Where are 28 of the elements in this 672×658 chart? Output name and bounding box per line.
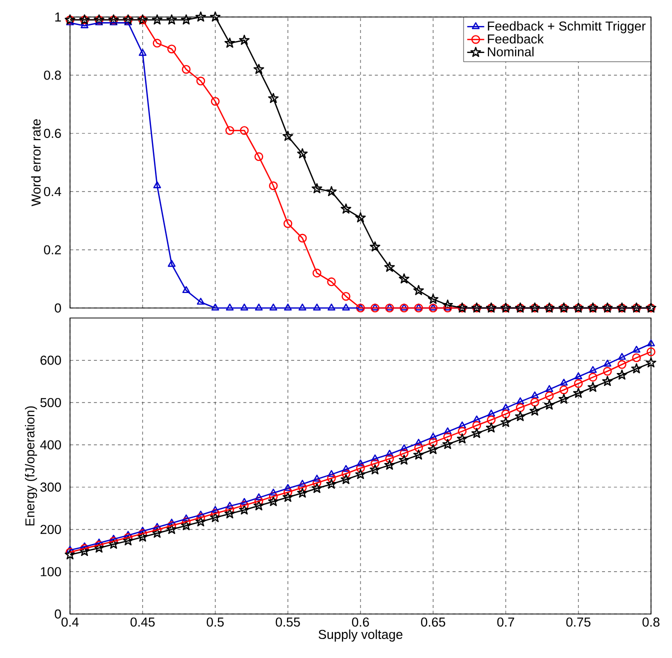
x-tick-label: 0.4 — [62, 618, 79, 627]
y-tick-label: 0 — [54, 609, 61, 619]
y-tick-label: 500 — [40, 398, 61, 408]
x-tick-label: 0.75 — [566, 618, 590, 627]
legend-label: Feedback + Schmitt Trigger — [488, 21, 646, 34]
x-tick-label: 0.8 — [642, 618, 660, 627]
y-tick-label: 0.2 — [44, 245, 61, 254]
x-tick-label: 0.45 — [130, 618, 155, 627]
y-tick-label: 600 — [40, 356, 61, 365]
y-tick-label: 300 — [40, 482, 61, 492]
x-tick-label: 0.55 — [276, 618, 300, 627]
y-tick-label: 0.6 — [44, 128, 61, 138]
x-tick-label: 0.65 — [421, 618, 446, 627]
y-tick-label: 0.8 — [44, 70, 61, 80]
y-axis-title: Energy (fJ/operation) — [24, 406, 38, 526]
legend-label: Nominal — [488, 46, 534, 56]
y-axis-title: Word error rate — [31, 119, 41, 206]
y-tick-label: 0 — [54, 303, 61, 313]
x-tick-label: 0.5 — [206, 618, 224, 627]
y-tick-label: 200 — [40, 524, 61, 534]
x-axis-title: Supply voltage — [318, 630, 402, 642]
x-tick-label: 0.6 — [352, 618, 369, 627]
legend-label: Feedback — [488, 34, 544, 44]
y-tick-label: 0.4 — [44, 186, 62, 196]
y-tick-label: 1 — [55, 12, 61, 22]
y-tick-label: 400 — [40, 440, 61, 450]
x-tick-label: 0.7 — [497, 618, 514, 627]
y-tick-label: 100 — [40, 567, 61, 576]
